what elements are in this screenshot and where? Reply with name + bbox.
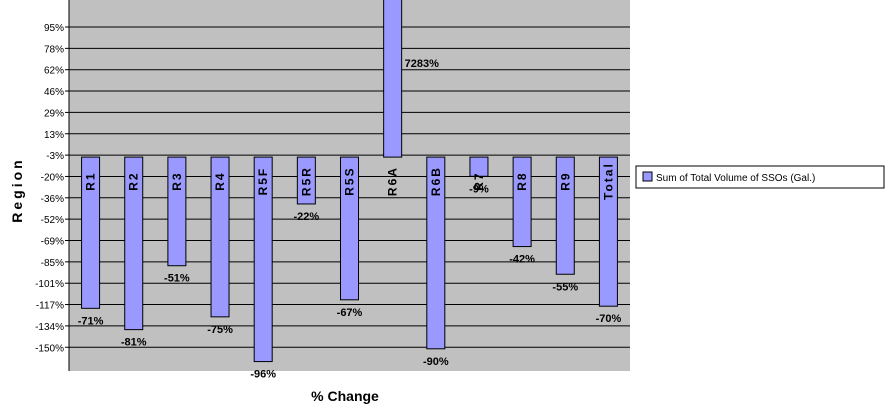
- bar-r5s: [340, 156, 359, 301]
- data-label: -67%: [337, 307, 363, 319]
- category-label: R6B: [429, 166, 443, 196]
- category-label: R5S: [343, 166, 357, 195]
- category-label: R4: [213, 171, 227, 190]
- y-tick-label: -150%: [35, 343, 64, 354]
- y-tick-label: 78%: [44, 44, 64, 55]
- y-tick-label: 95%: [44, 23, 64, 34]
- category-label: R9: [558, 171, 572, 190]
- data-label: -90%: [423, 356, 449, 368]
- category-labels: R1 R2 R3 R4 R5F R5R R5S R6A R6B R7 R8 R9 Total: [84, 162, 616, 200]
- bar-r7: [469, 156, 489, 177]
- bar-r1: [81, 156, 101, 309]
- y-axis-ticks: 95% 78% 62% 46% 29% 13% -3% -20% -36% -52% -69% -85…: [35, 0, 70, 371]
- bar-r8: [512, 156, 532, 248]
- bar-r6b: [426, 156, 446, 350]
- legend-label: Sum of Total Volume of SSOs (Gal.): [656, 173, 815, 184]
- bars: [81, 0, 618, 363]
- bar-r6a: [383, 0, 403, 158]
- category-label: R5F: [256, 167, 270, 196]
- legend-box: [635, 165, 885, 189]
- y-tick-label: -101%: [35, 279, 64, 290]
- y-tick-label: -36%: [41, 194, 64, 205]
- y-tick-label: 13%: [44, 130, 64, 141]
- y-tick-label: 46%: [44, 87, 64, 98]
- data-label: -9%: [469, 183, 489, 195]
- y-tick-label: -134%: [35, 322, 64, 333]
- y-tick-label: -3%: [46, 151, 64, 162]
- y-tick-label: -117%: [36, 301, 64, 312]
- x-axis-title: % Change: [311, 388, 379, 404]
- legend: Sum of Total Volume of SSOs (Gal.): [635, 165, 885, 189]
- bar-r3: [167, 156, 187, 267]
- data-label: 7283%: [405, 58, 439, 70]
- category-label: R1: [84, 171, 98, 190]
- y-tick-label: -85%: [41, 258, 64, 269]
- bar-r5f: [253, 156, 273, 363]
- bar-r4: [210, 156, 230, 318]
- category-label: R8: [515, 171, 529, 190]
- data-label: -96%: [250, 369, 276, 381]
- data-label: -55%: [552, 281, 578, 293]
- legend-swatch: [642, 171, 653, 182]
- y-tick-label: -52%: [41, 215, 64, 226]
- y-tick-label: -69%: [41, 237, 64, 248]
- bar-r5r: [296, 156, 316, 205]
- data-label: -22%: [294, 211, 320, 223]
- y-tick-label: 62%: [44, 66, 64, 77]
- category-label: R7: [472, 171, 486, 190]
- category-label: R3: [170, 171, 184, 190]
- y-tick-label: 29%: [44, 108, 64, 119]
- data-label: -81%: [121, 337, 147, 349]
- bar-total: [598, 156, 618, 307]
- bar-r2: [124, 156, 144, 331]
- data-label: -75%: [207, 324, 233, 336]
- y-axis-title: Region: [9, 157, 25, 222]
- data-label: -42%: [509, 254, 535, 266]
- category-label: Total: [601, 162, 615, 200]
- data-label: -51%: [164, 273, 190, 285]
- category-label: R2: [127, 171, 141, 190]
- data-labels: -71% -81% -51% -75% -96% -22% -67% 7283% -90% -9%…: [78, 58, 622, 381]
- data-label: -71%: [78, 315, 104, 327]
- category-label: R5R: [299, 166, 313, 196]
- data-label: -70%: [596, 313, 622, 325]
- y-tick-label: -20%: [41, 172, 64, 183]
- category-label: R6A: [386, 166, 400, 196]
- bar-r9: [555, 156, 575, 275]
